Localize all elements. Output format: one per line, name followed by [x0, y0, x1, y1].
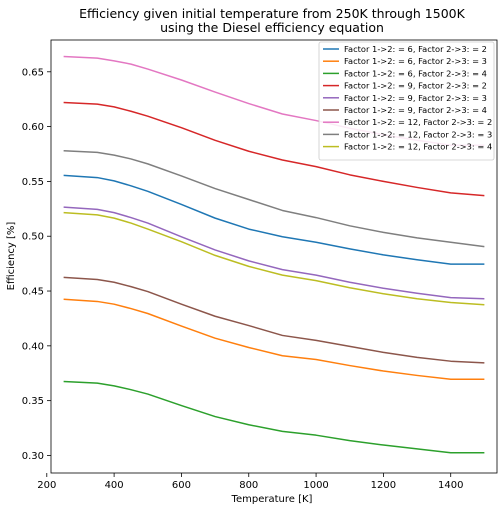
y-tick-label: 0.35: [22, 396, 44, 407]
plot-frame: [50, 39, 498, 474]
legend-label: Factor 1->2: = 12, Factor 2->3: = 2: [344, 117, 492, 127]
x-tick-label: 200: [37, 480, 56, 491]
legend-label: Factor 1->2: = 12, Factor 2->3: = 4: [344, 142, 492, 152]
legend-label: Factor 1->2: = 6, Factor 2->3: = 4: [344, 68, 487, 78]
legend-label: Factor 1->2: = 9, Factor 2->3: = 4: [344, 105, 487, 115]
series-line-4: [63, 101, 485, 197]
chart-title: Efficiency given initial temperature fro…: [79, 6, 465, 21]
y-tick-label: 0.45: [22, 287, 44, 298]
series-line-3: [63, 380, 485, 454]
y-tick-label: 0.65: [22, 67, 44, 78]
y-tick-label: 0.40: [22, 341, 44, 352]
series-line-6: [63, 276, 485, 364]
series-line-1: [63, 174, 485, 265]
legend-label: Factor 1->2: = 12, Factor 2->3: = 3: [344, 129, 492, 139]
series-line-2: [63, 298, 485, 381]
legend-label: Factor 1->2: = 9, Factor 2->3: = 2: [344, 81, 487, 91]
legend-box: [318, 41, 495, 161]
series-line-9: [63, 211, 485, 306]
series-group: [63, 55, 485, 454]
series-line-5: [63, 206, 485, 300]
legend-label: Factor 1->2: = 9, Factor 2->3: = 3: [344, 93, 487, 103]
x-tick-label: 800: [239, 480, 258, 491]
legend: Factor 1->2: = 6, Factor 2->3: = 2 Factor…: [318, 41, 495, 161]
x-tick-label: 1400: [438, 480, 463, 491]
x-tick-label: 600: [172, 480, 191, 491]
x-tick-label: 400: [105, 480, 124, 491]
y-tick-label: 0.50: [22, 232, 44, 243]
plot-area: 200 400 600 800 1000 1200 1400 0.30 0.35 0.40 0.45…: [22, 39, 498, 491]
legend-label: Factor 1->2: = 6, Factor 2->3: = 2: [344, 44, 487, 54]
y-tick-label: 0.55: [22, 177, 44, 188]
x-tick-label: 1000: [303, 480, 328, 491]
y-tick-label: 0.30: [22, 451, 44, 462]
series-line-8: [63, 149, 485, 248]
x-tick-label: 1200: [371, 480, 396, 491]
x-axis-label: Temperature [K]: [231, 494, 313, 505]
y-axis-label: Efficiency [%]: [6, 222, 17, 291]
chart-subtitle: using the Diesel efficiency equation: [160, 20, 384, 35]
y-tick-label: 0.60: [22, 122, 44, 133]
legend-label: Factor 1->2: = 6, Factor 2->3: = 3: [344, 56, 487, 66]
